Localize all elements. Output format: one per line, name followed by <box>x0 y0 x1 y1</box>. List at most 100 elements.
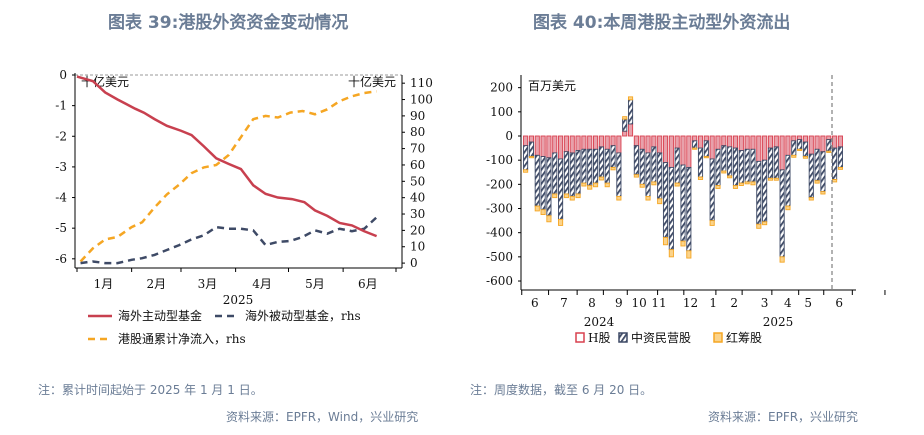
bar-red-chip <box>762 221 768 226</box>
bar-h-share <box>703 135 709 142</box>
bar-private <box>639 148 645 185</box>
bar-red-chip <box>779 256 785 263</box>
x-tick-label: 11 <box>651 296 666 310</box>
bar-h-share <box>791 135 797 142</box>
bar-h-share <box>668 135 674 168</box>
bar-red-chip <box>738 182 744 186</box>
x-tick-label: 3月 <box>198 277 218 291</box>
bar-h-share <box>767 135 774 149</box>
bar-h-share <box>680 135 686 166</box>
bar-private <box>598 146 604 178</box>
bar-h-share <box>779 135 785 171</box>
year-label: 2024 <box>584 315 615 329</box>
bar-private <box>534 154 540 207</box>
bar-red-chip <box>832 179 838 183</box>
x-tick-label: 6 <box>835 296 843 310</box>
year-label: 2025 <box>763 315 794 329</box>
bar-private <box>558 158 564 220</box>
bar-h-share <box>773 135 779 148</box>
bar-private <box>738 150 744 184</box>
y-tick-label-right: 70 <box>410 142 425 156</box>
bar-h-share <box>563 135 569 153</box>
bar-h-share <box>820 135 826 153</box>
bar-h-share <box>569 135 575 154</box>
bar-red-chip <box>610 166 616 171</box>
bar-h-share <box>732 135 739 149</box>
y-tick-label: -3 <box>55 160 67 174</box>
y-tick-label-right: 0 <box>410 256 418 270</box>
legend-swatch <box>575 332 585 343</box>
bar-h-share <box>762 135 768 161</box>
bar-private <box>622 118 628 132</box>
bar-red-chip <box>668 249 674 258</box>
bar-private <box>604 148 610 184</box>
bar-red-chip <box>639 183 645 188</box>
bar-private <box>709 158 715 222</box>
y-tick-label-right: 80 <box>410 125 425 139</box>
bar-red-chip <box>569 195 575 201</box>
bar-red-chip <box>820 191 826 195</box>
bar-private <box>832 147 838 180</box>
y-tick-label: -400 <box>486 226 513 240</box>
bar-h-share <box>651 135 657 148</box>
x-tick-label: 3 <box>761 296 769 310</box>
x-tick-label: 10 <box>632 296 647 310</box>
legend-label: 红筹股 <box>726 330 762 345</box>
bar-red-chip <box>598 176 604 181</box>
left-source: 资料来源：EPFR，Wind，兴业研究 <box>226 410 419 424</box>
legend-label: H股 <box>588 331 610 345</box>
bar-red-chip <box>703 156 709 159</box>
bar-red-chip <box>826 150 832 153</box>
legend-swatch <box>618 332 628 343</box>
y-tick-label: -100 <box>486 153 513 167</box>
bar-private <box>593 148 599 184</box>
x-tick-label: 5月 <box>305 277 325 291</box>
bar-h-share <box>610 135 616 147</box>
x-tick-label: 2月 <box>146 277 166 291</box>
y-tick-label-right: 100 <box>410 93 433 107</box>
bar-h-share <box>657 135 663 154</box>
bar-h-share <box>575 135 581 151</box>
bar-red-chip <box>604 182 610 188</box>
bar-h-share <box>814 135 820 150</box>
bar-red-chip <box>692 147 698 150</box>
bar-private <box>692 140 698 149</box>
bar-private <box>826 139 832 152</box>
legend-swatch <box>713 332 723 343</box>
y-tick-label-right: 60 <box>410 158 425 172</box>
bar-h-share <box>727 135 733 148</box>
bar-h-share <box>674 135 680 149</box>
bar-red-chip <box>750 181 756 186</box>
bar-h-share <box>750 135 756 150</box>
x-tick-label: 9 <box>615 296 623 310</box>
x-tick-label: 4月 <box>252 277 272 291</box>
bar-private <box>779 169 785 258</box>
bar-h-share <box>552 135 558 154</box>
bar-red-chip <box>528 156 534 159</box>
y-tick-label: -5 <box>55 221 67 235</box>
y-tick-label-right: 10 <box>410 240 425 254</box>
bar-h-share <box>633 135 639 147</box>
bar-h-share <box>616 135 622 154</box>
bar-red-chip <box>791 154 797 158</box>
y-tick-label-right: 110 <box>410 76 433 90</box>
bar-red-chip <box>540 209 546 216</box>
y-tick-label-right: 40 <box>410 191 425 205</box>
bar-h-share <box>738 135 744 151</box>
x-tick-label: 4 <box>784 296 792 310</box>
bar-private <box>791 140 797 156</box>
bar-private <box>645 152 651 197</box>
bar-h-share <box>797 135 803 141</box>
legend-label: 中资民营股 <box>631 330 691 345</box>
bar-h-share <box>662 135 669 164</box>
legend-label: 港股通累计净流入，rhs <box>118 332 246 346</box>
bar-red-chip <box>697 176 704 180</box>
bar-red-chip <box>558 218 564 226</box>
bar-red-chip <box>645 195 651 201</box>
bar-red-chip <box>622 116 628 120</box>
bar-red-chip <box>680 240 686 247</box>
right-chart-title: 图表 40:本周港股主动型外资流出 <box>533 13 791 33</box>
bar-private <box>581 148 587 184</box>
x-tick-label: 8 <box>588 296 596 310</box>
